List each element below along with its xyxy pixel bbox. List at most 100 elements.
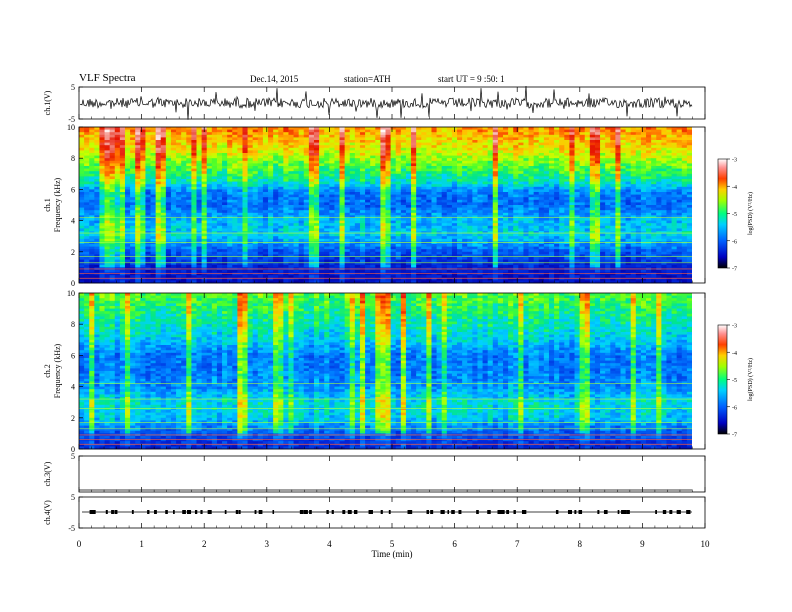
spectrogram-cell [268,197,274,201]
spectrogram-cell [472,173,478,177]
spectrogram-cell [584,129,591,133]
spectrogram-cell [222,147,228,151]
spectrogram-cell [523,218,529,221]
spectrogram-cell [329,147,335,151]
spectrogram-cell [89,166,95,169]
spectrogram-cell [334,153,340,156]
spectrogram-cell [370,233,376,237]
spectrogram-cell [533,210,540,214]
spectrogram-cell [359,186,366,190]
spectrogram-cell [528,142,535,146]
spectrogram-cell [268,186,274,190]
spectrogram-cell [165,147,172,151]
spectrogram-cell [257,189,264,193]
spectrogram-cell [518,173,524,177]
spectrogram-cell [400,194,407,198]
spectrogram-cell [635,210,642,214]
spectrogram-cell [594,210,601,214]
spectrogram-cell [313,228,320,232]
spectrogram-cell [119,153,126,156]
spectrogram-cell [344,184,351,188]
spectrogram-cell [487,215,494,219]
spectrogram-cell [319,207,325,211]
spectrogram-cell [446,225,453,229]
spectrogram-cell [237,197,243,201]
spectrogram-cell [441,129,448,133]
spectrogram-cell [477,134,483,138]
spectrogram-cell [574,215,581,219]
spectrogram-cell [651,218,657,221]
spectrogram-cell [176,132,182,136]
spectrogram-cell [135,228,141,232]
spectrogram-cell [359,176,366,180]
spectrogram-cell [191,215,197,219]
spectrogram-cell [109,173,116,177]
spectrogram-cell [140,215,146,219]
spectrogram-cell [94,199,100,203]
spectrogram-cell [201,223,208,227]
spectrogram-cell [589,166,596,169]
spectrogram-cell [416,205,422,208]
spectrogram-cell [191,145,197,149]
spectrogram-cell [283,218,289,221]
spectrogram-cell [268,153,274,156]
spectrogram-cell [630,137,637,141]
spectrogram-cell [600,160,606,164]
spectrogram-cell [232,207,238,211]
spectrogram-cell [288,140,294,143]
spectrogram-cell [334,210,340,214]
spectrogram-cell [79,199,85,203]
spectrogram-cell [191,202,197,206]
spectrogram-cell [656,207,662,211]
spectrogram-cell [313,150,320,154]
spectrogram-cell [165,189,172,193]
spectrogram-cell [242,212,248,216]
spectrogram-cell [298,166,305,169]
spectrogram-cell [99,171,105,175]
spectrogram-cell [109,207,116,211]
spectrogram-cell [211,205,218,208]
spectrogram-cell [155,179,162,182]
spectrogram-cell [666,192,672,195]
spectrogram-cell [436,181,443,185]
spectrogram-cell [135,202,141,206]
spectrogram-cell [359,184,366,188]
spectrogram-cell [523,207,529,211]
spectrogram-cell [262,194,269,198]
spectrogram-cell [472,129,478,133]
spectrogram-cell [324,145,330,149]
spectrogram-cell [640,181,647,185]
spectrogram-cell [186,150,192,154]
spectrogram-cell [145,168,151,172]
spectrogram-cell [390,176,397,180]
spectrogram-cell [319,212,325,216]
spectrogram-cell [135,192,141,195]
spectrogram-cell [426,225,432,229]
spectrogram-cell [165,173,172,177]
spectrogram-cell [482,137,489,141]
spectrogram-cell [666,173,672,177]
spectrogram-cell [298,160,305,164]
spectrogram-cell [114,207,121,211]
spectrogram-cell [354,147,361,151]
spectrogram-cell [620,163,626,167]
spectrogram-cell [344,134,351,138]
spectrogram-cell [206,147,213,151]
spectrogram-cell [257,223,264,227]
spectrogram-cell [411,215,417,219]
spectrogram-cell [569,147,575,151]
spectrogram-cell [538,129,545,133]
spectrogram-cell [405,228,412,232]
spectrogram-cell [395,223,402,227]
spectrogram-cell [84,176,90,180]
spectrogram-cell [216,210,223,214]
spectrogram-cell [666,176,672,180]
spectrogram-cell [344,150,351,154]
spectrogram-cell [656,228,662,232]
spectrogram-cell [472,179,478,182]
spectrogram-cell [548,137,555,141]
spectrogram-cell [99,184,105,188]
spectrogram-cell [308,163,315,167]
spectrogram-cell [436,176,443,180]
spectrogram-cell [293,147,300,151]
